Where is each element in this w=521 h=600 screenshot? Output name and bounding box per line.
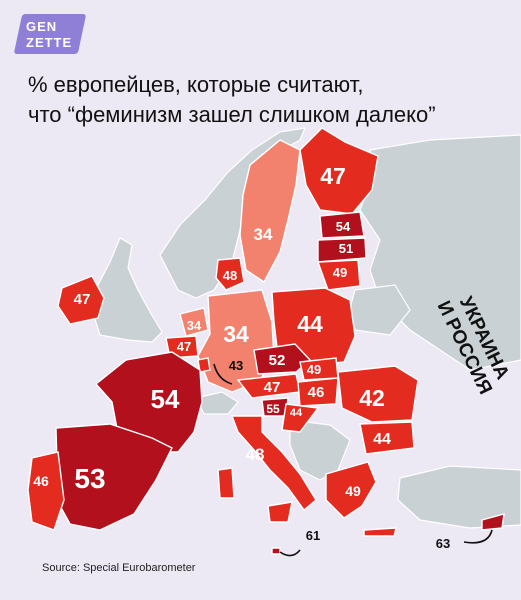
page-title: % европейцев, которые считают, что “феми… [28, 70, 508, 130]
ireland-shape [57, 275, 105, 325]
arrow-luxembourg [213, 363, 233, 385]
arrow-cyprus [463, 529, 493, 544]
value-croatia: 44 [290, 407, 303, 419]
sweden-shape [239, 139, 301, 284]
sicily-shape [267, 501, 293, 523]
value-luxembourg: 43 [229, 358, 243, 373]
brand-line2: ZETTE [26, 35, 73, 50]
crete-shape [363, 527, 397, 537]
sardinia-shape [217, 467, 235, 499]
greece-shape [325, 461, 377, 519]
value-austria: 47 [264, 379, 281, 396]
luxembourg-shape [197, 357, 211, 373]
value-finland: 47 [320, 163, 346, 189]
france-shape [94, 351, 203, 453]
value-ireland: 47 [74, 291, 91, 308]
netherlands-shape [179, 307, 209, 337]
source-note: Source: Special Eurobarometer [42, 562, 196, 574]
brand-line1: GEN [26, 19, 58, 34]
value-cyprus: 63 [436, 536, 450, 551]
value-bulgaria: 44 [373, 431, 391, 448]
value-denmark: 48 [223, 268, 237, 283]
brand-logo: GEN ZETTE [13, 14, 87, 54]
value-spain: 53 [74, 463, 105, 494]
uk-shape [91, 237, 163, 343]
romania-shape [337, 365, 419, 423]
value-sweden: 34 [254, 225, 273, 244]
value-belgium: 47 [177, 339, 191, 354]
value-netherlands: 34 [187, 318, 202, 333]
value-slovakia: 49 [307, 362, 321, 377]
value-malta: 61 [306, 528, 320, 543]
switzerland-shape [195, 391, 239, 415]
value-latvia: 51 [339, 241, 353, 256]
value-czechia: 52 [269, 352, 286, 369]
portugal-shape [27, 451, 65, 531]
value-romania: 42 [359, 385, 385, 411]
value-greece: 49 [345, 483, 361, 499]
value-lithuania: 49 [333, 265, 347, 280]
cyprus-shape [481, 513, 505, 531]
title-line1: % европейцев, которые считают, [28, 72, 364, 97]
italy-shape [230, 415, 317, 512]
estonia-shape [319, 211, 365, 239]
value-germany: 34 [223, 321, 249, 347]
latvia-shape [317, 237, 367, 263]
value-slovenia: 55 [266, 402, 280, 416]
lithuania-shape [317, 259, 361, 291]
arrow-malta [279, 549, 301, 557]
title-line2: что “феминизм зашел слишком далеко” [28, 102, 436, 127]
finland-shape [299, 127, 379, 215]
malta-shape [271, 547, 281, 555]
value-portugal: 46 [33, 473, 49, 489]
value-estonia: 54 [336, 219, 351, 234]
spain-shape [55, 423, 173, 531]
hungary-shape [297, 377, 339, 407]
bulgaria-shape [359, 421, 415, 455]
value-france: 54 [151, 384, 180, 414]
value-hungary: 46 [308, 384, 325, 401]
value-poland: 44 [297, 311, 323, 337]
denmark-shape [215, 257, 245, 291]
croatia-shape [281, 403, 320, 433]
value-italy: 48 [246, 445, 265, 464]
